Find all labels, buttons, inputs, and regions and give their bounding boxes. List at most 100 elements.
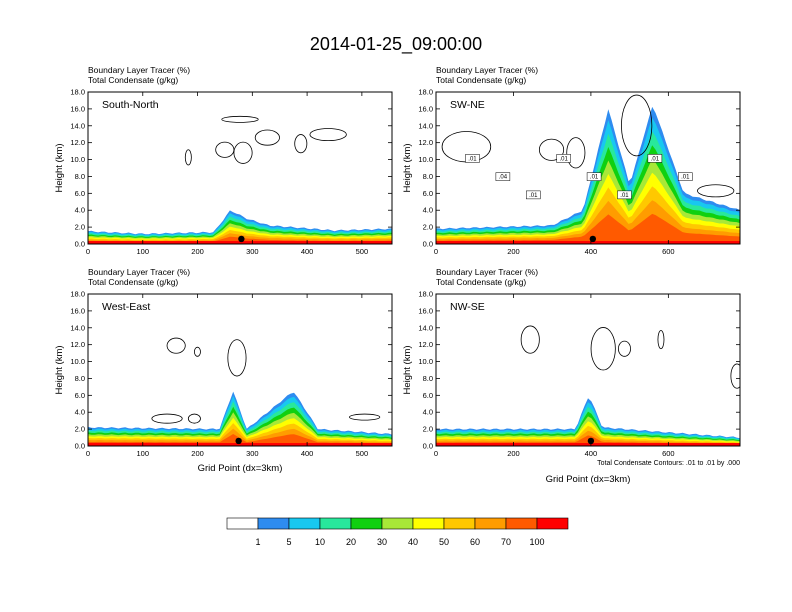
colorbar-swatch <box>381 517 414 530</box>
y-tick-label: 0.0 <box>423 442 433 451</box>
surface-layer <box>436 241 740 244</box>
panel-subtitle: Boundary Layer Tracer (%) <box>88 65 190 75</box>
condensate-contour <box>233 141 253 164</box>
x-tick-label: 0 <box>434 449 438 458</box>
y-tick-label: 6.0 <box>423 391 433 400</box>
condensate-contour <box>730 363 740 389</box>
y-tick-label: 4.0 <box>75 206 85 215</box>
plot-frame <box>87 293 393 447</box>
y-tick-label: 0.0 <box>75 442 85 451</box>
y-tick-label: 10.0 <box>70 357 85 366</box>
y-tick-label: 14.0 <box>70 323 85 332</box>
panel-label: West-East <box>102 301 150 313</box>
colorbar-swatch <box>288 517 321 530</box>
y-axis-label: Height (km) <box>402 345 413 394</box>
tracer-field: .01 .04 .01 .01 .01 .01 .01 .01 <box>436 94 740 244</box>
y-tick-label: 16.0 <box>70 104 85 113</box>
condensate-contour <box>617 340 631 357</box>
colorbar-label: 50 <box>439 537 449 547</box>
x-tick-label: 200 <box>191 247 204 256</box>
panel-west-east: Boundary Layer Tracer (%)Total Condensat… <box>54 267 393 474</box>
x-tick-label: 200 <box>507 449 520 458</box>
panel-subtitle: Total Condensate (g/kg) <box>436 75 526 85</box>
colorbar-swatch <box>474 517 507 530</box>
tracer-field <box>88 115 392 244</box>
x-tick-label: 200 <box>507 247 520 256</box>
y-tick-label: 12.0 <box>418 340 433 349</box>
x-tick-label: 400 <box>585 247 598 256</box>
x-tick-label: 400 <box>301 247 314 256</box>
y-tick-label: 4.0 <box>423 408 433 417</box>
surface-layer <box>88 241 392 244</box>
location-marker <box>235 437 242 445</box>
y-tick-label: 8.0 <box>75 172 85 181</box>
y-tick-label: 14.0 <box>70 121 85 130</box>
x-tick-label: 500 <box>356 247 369 256</box>
y-tick-label: 14.0 <box>418 323 433 332</box>
tracer-field <box>88 337 392 446</box>
location-marker <box>238 235 245 243</box>
panel-subtitle: Total Condensate (g/kg) <box>436 277 526 287</box>
location-marker <box>587 437 595 445</box>
condensate-contour <box>538 138 565 161</box>
condensate-contour <box>294 134 308 154</box>
panels: Boundary Layer Tracer (%)Total Condensat… <box>54 65 741 485</box>
colorbar: 1 5 10 20 30 40 50 60 70 100 <box>226 517 569 547</box>
x-tick-label: 300 <box>246 247 259 256</box>
colorbar-swatch <box>443 517 476 530</box>
panel-label: SW-NE <box>450 99 485 111</box>
contour-label: .01 <box>468 156 477 162</box>
condensate-contour <box>697 184 735 198</box>
plot-frame <box>435 91 741 245</box>
y-tick-label: 4.0 <box>423 206 433 215</box>
surface-layer <box>88 443 392 446</box>
y-tick-label: 12.0 <box>418 138 433 147</box>
panel-label: NW-SE <box>450 301 485 313</box>
contour-label: .01 <box>681 175 690 181</box>
contour-label: .01 <box>590 175 599 181</box>
colorbar-label: 60 <box>470 537 480 547</box>
contour-label-box <box>678 172 693 181</box>
condensate-contour <box>184 149 192 166</box>
x-tick-label: 0 <box>86 247 90 256</box>
x-tick-label: 500 <box>356 449 369 458</box>
panel-subtitle: Boundary Layer Tracer (%) <box>88 267 190 277</box>
y-tick-label: 8.0 <box>423 374 433 383</box>
condensate-contour <box>227 339 247 377</box>
panel-nw-se: Boundary Layer Tracer (%)Total Condensat… <box>402 267 741 485</box>
contour-label-box <box>556 154 571 163</box>
contour-label-box <box>465 154 480 163</box>
condensate-contour <box>194 346 201 357</box>
y-tick-label: 6.0 <box>423 189 433 198</box>
condensate-contour <box>254 129 280 146</box>
y-tick-label: 10.0 <box>418 357 433 366</box>
y-tick-label: 6.0 <box>75 391 85 400</box>
panel-south-north: Boundary Layer Tracer (%)Total Condensat… <box>54 65 393 256</box>
y-tick-label: 6.0 <box>75 189 85 198</box>
colorbar-swatch <box>257 517 290 530</box>
y-tick-label: 2.0 <box>423 223 433 232</box>
x-tick-label: 400 <box>301 449 314 458</box>
x-tick-label: 200 <box>191 449 204 458</box>
y-tick-label: 14.0 <box>418 121 433 130</box>
colorbar-label: 40 <box>408 537 418 547</box>
x-axis-label: Grid Point (dx=3km) <box>546 474 631 485</box>
contour-label-box <box>526 190 541 200</box>
x-tick-label: 600 <box>662 247 675 256</box>
y-tick-label: 0.0 <box>423 240 433 249</box>
contour-label-box <box>495 172 511 181</box>
condensate-contour <box>215 141 235 158</box>
contour-label: .01 <box>651 156 660 162</box>
colorbar-swatch <box>505 517 538 530</box>
y-tick-label: 2.0 <box>75 223 85 232</box>
contour-label-box <box>586 172 602 181</box>
condensate-contour <box>590 327 616 371</box>
x-tick-label: 400 <box>585 449 598 458</box>
colorbar-swatch <box>412 517 445 530</box>
condensate-contour <box>349 413 381 421</box>
condensate-contour <box>221 115 259 123</box>
y-tick-label: 10.0 <box>70 155 85 164</box>
colorbar-label: 5 <box>286 537 291 547</box>
panel-subtitle: Boundary Layer Tracer (%) <box>436 65 538 75</box>
